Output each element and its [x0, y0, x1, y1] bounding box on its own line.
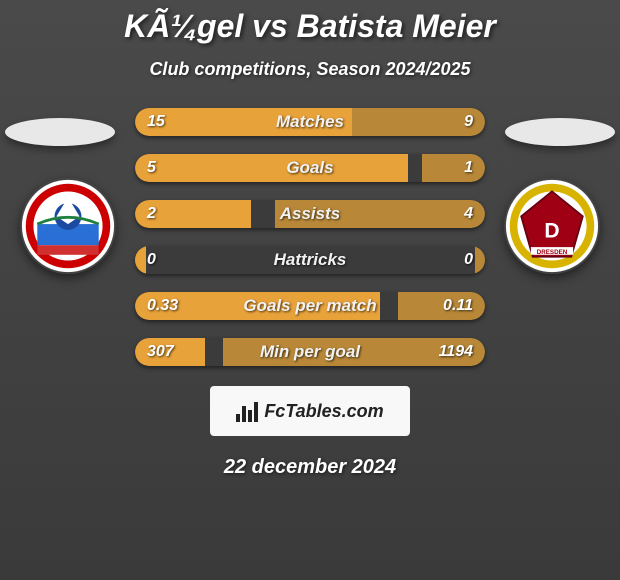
left-value: 5	[147, 154, 156, 182]
comparison-infographic: KÃ¼gel vs Batista Meier Club competition…	[0, 0, 620, 580]
stat-row: Matches15 9	[135, 108, 485, 136]
bar-chart-icon	[236, 400, 258, 422]
row-label: Hattricks	[135, 246, 485, 274]
left-value: 307	[147, 338, 174, 366]
stat-row: Min per goal307 1194	[135, 338, 485, 366]
source-badge: FcTables.com	[210, 386, 410, 436]
row-label: Goals per match	[135, 292, 485, 320]
page-subtitle: Club competitions, Season 2024/2025	[0, 59, 620, 80]
left-value: 15	[147, 108, 165, 136]
source-label: FcTables.com	[264, 401, 383, 422]
date-label: 22 december 2024	[0, 456, 620, 479]
stat-rows: Matches15 9 Goals5 1 Assists2 4 Hattricks0 0 Goa…	[135, 108, 485, 384]
stat-row: Goals per match0.33 0.11	[135, 292, 485, 320]
left-club-logo	[20, 178, 116, 274]
right-club-logo: D DRESDEN	[504, 178, 600, 274]
comparison-stage: D DRESDEN Matches15 9 Goals5 1 Assists2 4 Hatt…	[0, 108, 620, 368]
right-value: 0	[464, 246, 473, 274]
left-ellipse	[5, 118, 115, 146]
right-ellipse	[505, 118, 615, 146]
right-value: 9	[464, 108, 473, 136]
left-value: 2	[147, 200, 156, 228]
svg-text:D: D	[544, 220, 559, 243]
stat-row: Hattricks0 0	[135, 246, 485, 274]
svg-text:DRESDEN: DRESDEN	[537, 249, 568, 256]
row-label: Matches	[135, 108, 485, 136]
row-label: Min per goal	[135, 338, 485, 366]
right-value: 0.11	[443, 292, 473, 320]
left-value: 0.33	[147, 292, 178, 320]
row-label: Goals	[135, 154, 485, 182]
right-value: 1194	[439, 338, 473, 366]
left-value: 0	[147, 246, 156, 274]
stat-row: Goals5 1	[135, 154, 485, 182]
stat-row: Assists2 4	[135, 200, 485, 228]
row-label: Assists	[135, 200, 485, 228]
page-title: KÃ¼gel vs Batista Meier	[0, 0, 620, 45]
right-value: 1	[464, 154, 473, 182]
right-value: 4	[464, 200, 473, 228]
